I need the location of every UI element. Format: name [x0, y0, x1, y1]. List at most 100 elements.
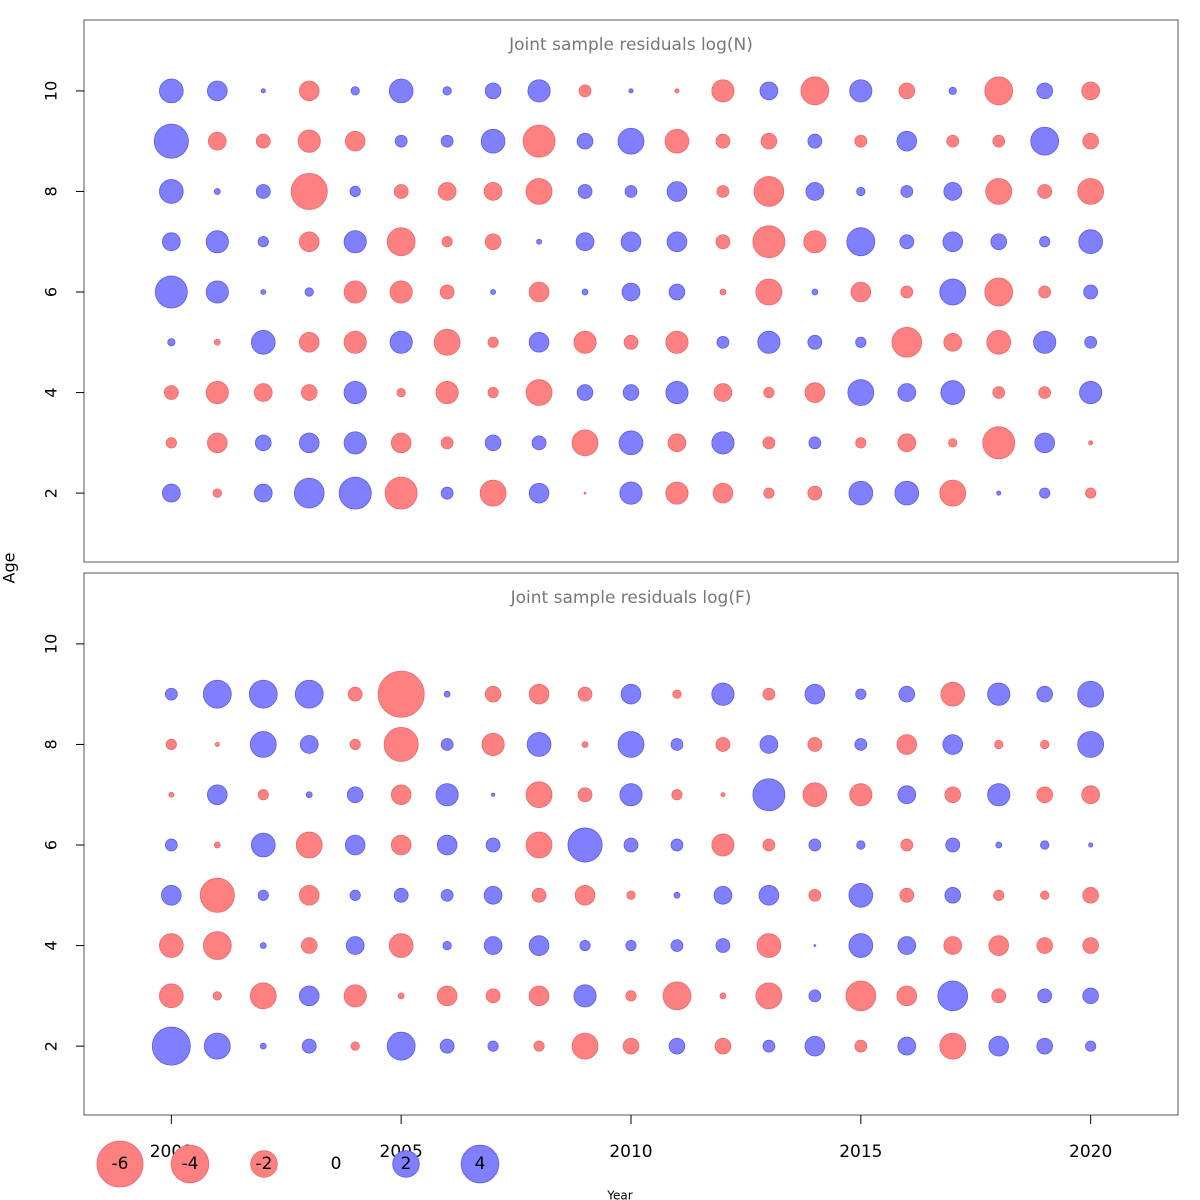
- bubble: [213, 841, 221, 849]
- bubble: [982, 426, 1016, 460]
- bubble: [996, 490, 1002, 496]
- bubble: [715, 938, 731, 953]
- bubble: [670, 738, 684, 751]
- legend-label: -6: [112, 1154, 129, 1174]
- bubble: [755, 278, 783, 306]
- bubble: [440, 738, 454, 751]
- bubble: [301, 1038, 317, 1054]
- bubble: [163, 385, 179, 400]
- bubble: [1036, 82, 1053, 100]
- bubble: [165, 738, 177, 750]
- bubble: [257, 789, 269, 801]
- bubble: [205, 230, 229, 254]
- bubble: [854, 1039, 868, 1053]
- bubble: [259, 1042, 267, 1050]
- bubble: [624, 185, 638, 198]
- legend-label: -4: [182, 1154, 199, 1174]
- bubble: [804, 1035, 826, 1057]
- bubble: [720, 792, 726, 798]
- bubble: [752, 225, 786, 259]
- bubble: [571, 429, 599, 457]
- bubble: [298, 80, 320, 102]
- bubble: [891, 327, 923, 358]
- bubble: [712, 482, 734, 504]
- legend-label: 4: [475, 1154, 486, 1174]
- bubble: [990, 233, 1007, 250]
- bubble: [944, 887, 962, 904]
- bubble: [484, 82, 502, 100]
- bubble: [199, 877, 235, 913]
- bubble: [620, 683, 642, 705]
- bubble: [672, 689, 682, 699]
- bubble: [349, 185, 361, 197]
- bubble: [619, 783, 643, 807]
- bubble: [755, 982, 783, 1010]
- bubble: [1085, 1040, 1097, 1052]
- y-tick-label: 10: [42, 81, 61, 101]
- bubble: [525, 781, 553, 809]
- bubble: [214, 741, 220, 747]
- bubble: [527, 79, 551, 103]
- panel-title: Joint sample residuals log(F): [510, 588, 752, 608]
- bubble: [298, 432, 320, 454]
- bubble: [943, 936, 963, 955]
- bubble: [1085, 487, 1097, 499]
- bubble: [622, 384, 640, 401]
- bubble: [1038, 285, 1052, 299]
- bubble: [620, 231, 642, 252]
- bubble: [1033, 330, 1057, 354]
- bubble: [719, 288, 727, 296]
- bubble: [1088, 842, 1094, 848]
- bubble: [845, 980, 877, 1012]
- bubble: [753, 176, 785, 207]
- bubble: [1077, 680, 1105, 708]
- bubble: [343, 381, 367, 405]
- bubble: [625, 990, 637, 1002]
- bubble: [716, 335, 730, 349]
- bubble: [249, 731, 277, 758]
- bubble: [756, 933, 782, 958]
- y-tick-label: 4: [42, 387, 61, 397]
- bubble: [899, 234, 915, 250]
- bubble: [808, 989, 822, 1003]
- bubble: [988, 935, 1009, 956]
- bubble: [716, 185, 730, 198]
- bubble: [758, 885, 780, 906]
- bubble: [1088, 440, 1094, 446]
- bubble: [207, 784, 228, 805]
- bubble: [577, 787, 593, 803]
- bubble: [711, 431, 735, 455]
- bubble: [762, 1039, 776, 1053]
- panel-frame: [83, 19, 1179, 563]
- bubble: [442, 86, 452, 96]
- bubble: [807, 737, 823, 752]
- bubble: [1034, 432, 1055, 454]
- bubble: [159, 179, 184, 204]
- bubble: [343, 330, 367, 354]
- bubble: [715, 234, 731, 250]
- bubble: [896, 734, 918, 755]
- bubble: [992, 134, 1006, 148]
- bubble: [389, 280, 413, 304]
- bubble: [1039, 236, 1051, 248]
- bubble: [253, 383, 273, 402]
- bubble: [760, 132, 778, 150]
- bubble: [581, 741, 589, 748]
- bubble: [575, 232, 595, 252]
- bubble: [804, 683, 826, 705]
- bubble: [803, 230, 827, 254]
- y-tick-label: 8: [42, 186, 61, 196]
- bubble: [583, 491, 587, 495]
- bubble: [390, 834, 412, 856]
- bubble: [1036, 685, 1053, 703]
- bubble: [386, 227, 416, 257]
- bubble: [946, 134, 960, 148]
- bubble: [1036, 937, 1053, 954]
- legend-label: 0: [331, 1154, 342, 1174]
- bubble: [525, 379, 553, 406]
- bubble: [855, 336, 867, 348]
- bubble: [290, 172, 328, 210]
- bubble: [808, 888, 822, 902]
- bubble: [393, 887, 409, 903]
- bubble: [255, 133, 271, 149]
